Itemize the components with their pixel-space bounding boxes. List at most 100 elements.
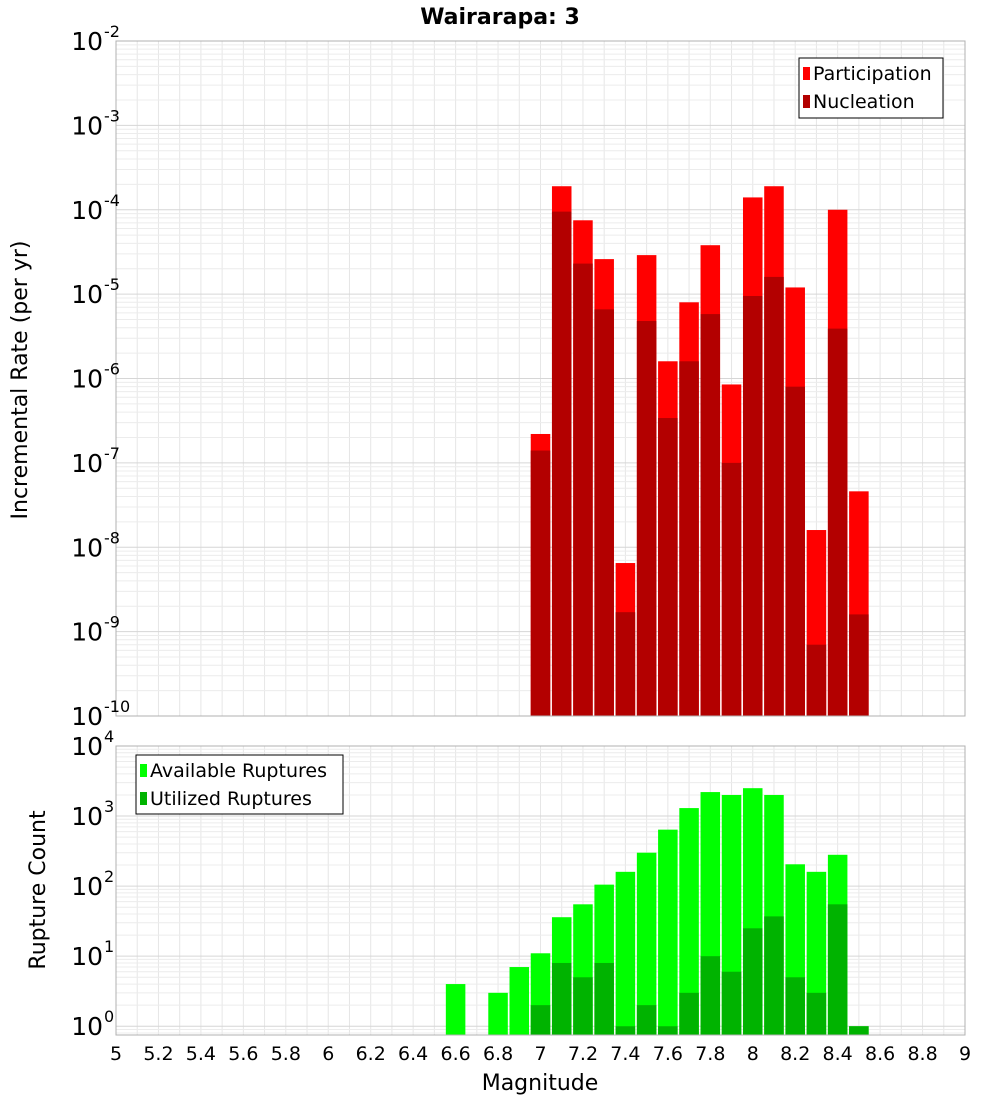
x-tick-label: 9	[959, 1043, 971, 1065]
y-tick-label: 10 4	[71, 727, 114, 761]
chart-title: Wairarapa: 3	[420, 5, 580, 30]
x-tick-label: 8.6	[865, 1043, 895, 1065]
x-tick-label: 6.6	[440, 1043, 470, 1065]
y-tick-exponent: -5	[104, 275, 120, 294]
y-tick-label: 10 -8	[71, 528, 120, 562]
x-tick-label: 6.4	[398, 1043, 428, 1065]
x-tick-label: 5.2	[143, 1043, 173, 1065]
legend-swatch	[140, 764, 147, 777]
bar-overlay-8_1	[764, 276, 784, 716]
y-tick-label: 10 -6	[71, 360, 120, 394]
bar-7_7	[679, 808, 699, 1035]
legend-label: Utilized Ruptures	[150, 788, 312, 810]
x-tick-label: 5.6	[228, 1043, 258, 1065]
x-tick-label: 5.4	[186, 1043, 216, 1065]
y-tick-base: 10	[71, 618, 103, 647]
x-tick-label: 7.4	[610, 1043, 640, 1065]
bar-overlay-7_4	[615, 1026, 636, 1035]
x-tick-label: 8	[747, 1043, 759, 1065]
bar-6_6	[445, 984, 466, 1035]
bar-overlay-7_8	[700, 956, 721, 1035]
y-tick-base: 10	[71, 111, 103, 140]
y-tick-base: 10	[71, 1012, 103, 1041]
y-tick-base: 10	[71, 732, 103, 761]
y-tick-exponent: -7	[104, 444, 120, 463]
y-tick-label: 10 -7	[71, 444, 120, 478]
legend-swatch	[803, 67, 810, 80]
y-tick-exponent: -6	[104, 360, 120, 379]
legend: Participation Nucleation	[798, 57, 944, 119]
bar-overlay-7_1	[551, 211, 572, 716]
y-tick-exponent: -3	[104, 106, 120, 125]
x-tick-label: 6.8	[483, 1043, 513, 1065]
y-tick-base: 10	[71, 942, 103, 971]
bar-overlay-8_2	[785, 386, 805, 716]
y-tick-exponent: -2	[104, 22, 120, 41]
y-tick-label: 10 -4	[71, 191, 120, 225]
y-tick-base: 10	[71, 872, 103, 901]
legend: Available Ruptures Utilized Ruptures	[135, 754, 344, 815]
bar-overlay-8_1	[764, 916, 784, 1035]
x-tick-label: 7	[534, 1043, 546, 1065]
bar-overlay-8_2	[785, 977, 805, 1035]
y-tick-exponent: -9	[104, 613, 120, 632]
y-tick-exponent: 1	[104, 937, 114, 956]
bar-overlay-7	[530, 1005, 551, 1035]
x-tick-label: 7.2	[568, 1043, 598, 1065]
y-tick-exponent: 4	[104, 727, 114, 746]
top-y-axis-label: Incremental Rate (per yr)	[8, 241, 33, 520]
x-tick-label: 6.2	[356, 1043, 386, 1065]
y-tick-label: 10 1	[71, 937, 114, 971]
x-tick-label: 6	[322, 1043, 334, 1065]
x-axis-label: Magnitude	[482, 1071, 599, 1096]
x-tick-label: 8.8	[907, 1043, 937, 1065]
y-tick-label: 10 -9	[71, 613, 120, 647]
y-tick-label: 10 0	[71, 1007, 114, 1041]
y-tick-exponent: 0	[104, 1007, 114, 1026]
bar-overlay-7_5	[636, 1005, 657, 1035]
bar-overlay-7_5	[636, 321, 657, 716]
legend-label: Available Ruptures	[150, 760, 327, 782]
legend-label: Nucleation	[813, 91, 915, 113]
bar-overlay-7_7	[679, 992, 699, 1035]
bar-overlay-7_3	[594, 309, 614, 716]
y-tick-label: 10 -2	[71, 22, 120, 56]
y-tick-exponent: -4	[104, 191, 120, 210]
bar-overlay-7_9	[721, 971, 742, 1035]
y-tick-base: 10	[71, 280, 103, 309]
bar-6_9	[509, 967, 530, 1035]
y-tick-label: 10 -10	[71, 697, 130, 731]
y-tick-label: 10 3	[71, 797, 114, 831]
y-tick-base: 10	[71, 27, 103, 56]
y-tick-base: 10	[71, 365, 103, 394]
x-tick-label: 7.6	[653, 1043, 683, 1065]
legend-box	[135, 754, 344, 815]
x-tick-label: 8.4	[823, 1043, 853, 1065]
x-tick-label: 5	[110, 1043, 122, 1065]
bar-overlay-7_7	[679, 361, 699, 716]
bar-overlay-8_3	[806, 992, 827, 1035]
bar-overlay-7_8	[700, 314, 721, 716]
bar-7_6	[658, 829, 678, 1035]
bar-overlay-7_3	[594, 962, 614, 1035]
bar-overlay-8	[742, 928, 763, 1035]
bar-6_8	[488, 992, 508, 1035]
y-tick-exponent: -8	[104, 528, 120, 547]
plot-frame	[115, 40, 966, 717]
bar-7_5	[636, 852, 657, 1035]
bar-overlay-7_4	[615, 612, 636, 716]
y-tick-base: 10	[71, 449, 103, 478]
legend-box	[798, 57, 944, 119]
y-tick-label: 10 -5	[71, 275, 120, 309]
y-tick-exponent: 3	[104, 797, 114, 816]
bar-overlay-7_6	[658, 418, 678, 716]
x-tick-labels: 5 5.2 5.4 5.6 5.8 6 6.2 6.4 6.6 6.8 7 7.2 7.4 7.6 7.8 8…	[110, 1043, 971, 1065]
bar-overlay-8_5	[849, 614, 869, 716]
y-tick-base: 10	[71, 533, 103, 562]
bar-overlay-7_1	[551, 962, 572, 1035]
bar-overlay-7_2	[573, 977, 593, 1035]
y-tick-base: 10	[71, 702, 103, 731]
